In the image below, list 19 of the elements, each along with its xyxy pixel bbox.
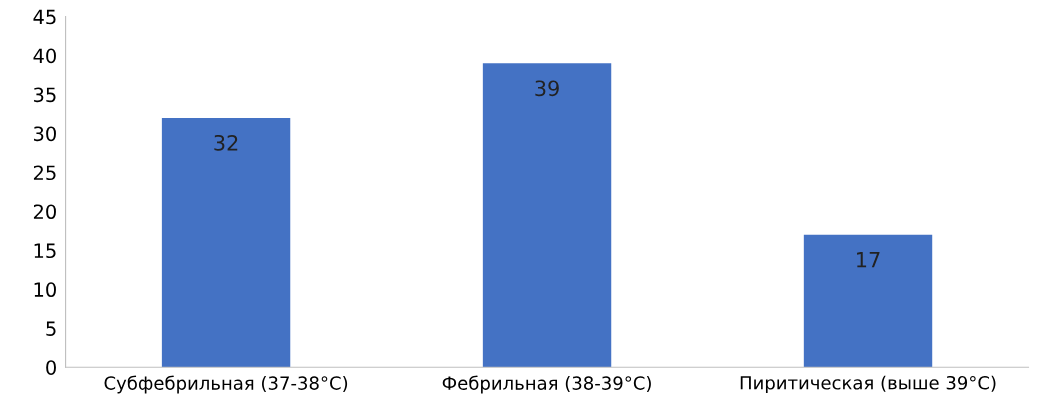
y-tick-label: 10 (34, 282, 56, 298)
bar (482, 63, 612, 368)
data-label: 17 (857, 252, 880, 268)
y-tick-label: 5 (46, 321, 56, 336)
bar (803, 234, 933, 368)
y-tick-label: 20 (33, 204, 56, 220)
y-tick-label: 0 (46, 360, 56, 375)
y-tick-label: 35 (33, 87, 56, 103)
y-tick-label: 25 (33, 165, 56, 181)
bar (161, 117, 291, 368)
x-tick-label: Пиритическая (выше 39°C) (740, 375, 996, 394)
y-tick-label: 15 (34, 243, 56, 259)
x-tick-label: Фебрильная (38-39°C) (442, 375, 651, 394)
x-tick-label: Субфебрильная (37-38°C) (104, 375, 348, 394)
data-label: 32 (214, 134, 238, 151)
data-label: 39 (535, 80, 559, 97)
y-tick-label: 30 (33, 126, 56, 142)
y-tick-label: 45 (33, 9, 56, 25)
y-tick-label: 40 (33, 48, 56, 64)
